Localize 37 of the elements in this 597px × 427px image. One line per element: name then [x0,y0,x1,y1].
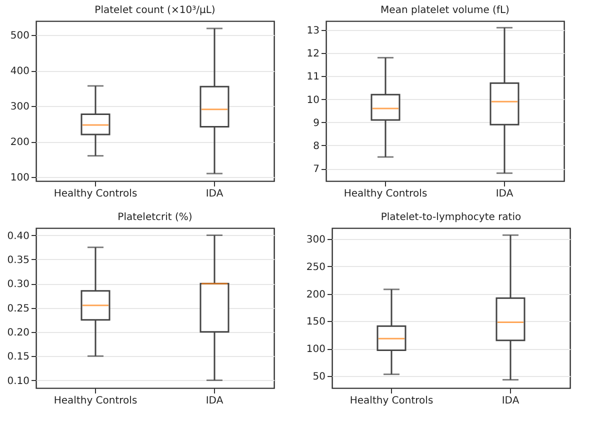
y-tick-label: 250 [306,262,326,273]
y-tick-label: 100 [10,172,30,184]
y-tick-label: 0.35 [7,254,30,266]
y-tick-label: 500 [10,30,30,42]
y-tick-label: 10 [306,94,320,106]
y-tick-label: 7 [313,164,320,176]
x-tick-label: IDA [502,396,520,406]
y-tick-label: 0.20 [7,327,30,338]
x-tick-label: IDA [206,396,224,406]
y-tick-label: 200 [10,137,30,148]
y-tick-label: 0.15 [7,352,30,363]
y-tick-label: 11 [306,72,320,83]
x-tick-label: IDA [206,188,224,200]
y-tick-label: 100 [306,344,326,356]
x-tick-label: Healthy Controls [54,396,138,406]
x-tick-label: Healthy Controls [344,188,428,200]
y-tick-label: 9 [313,118,320,129]
y-tick-label: 150 [306,316,326,328]
y-tick-label: 400 [10,66,30,78]
x-tick-label: Healthy Controls [54,188,138,200]
y-tick-label: 8 [313,140,320,152]
y-tick-label: 200 [306,289,326,300]
chart-title: Plateletcrit (%) [118,212,192,223]
y-tick-label: 50 [312,371,326,382]
y-tick-label: 300 [10,102,30,113]
y-tick-label: 0.40 [7,230,30,242]
y-tick-label: 300 [306,234,326,246]
y-tick-label: 12 [306,48,320,60]
y-tick-label: 13 [306,26,320,37]
chart-title: Platelet-to-lymphocyte ratio [380,212,522,223]
y-tick-label: 0.25 [7,303,30,314]
x-tick-label: IDA [496,188,514,200]
chart-title: Mean platelet volume (fL) [380,5,510,16]
chart-title: Platelet count (×10³/μL) [94,5,216,16]
x-tick-label: Healthy Controls [350,396,434,406]
y-tick-label: 0.30 [7,279,30,290]
y-tick-label: 0.10 [7,376,30,387]
